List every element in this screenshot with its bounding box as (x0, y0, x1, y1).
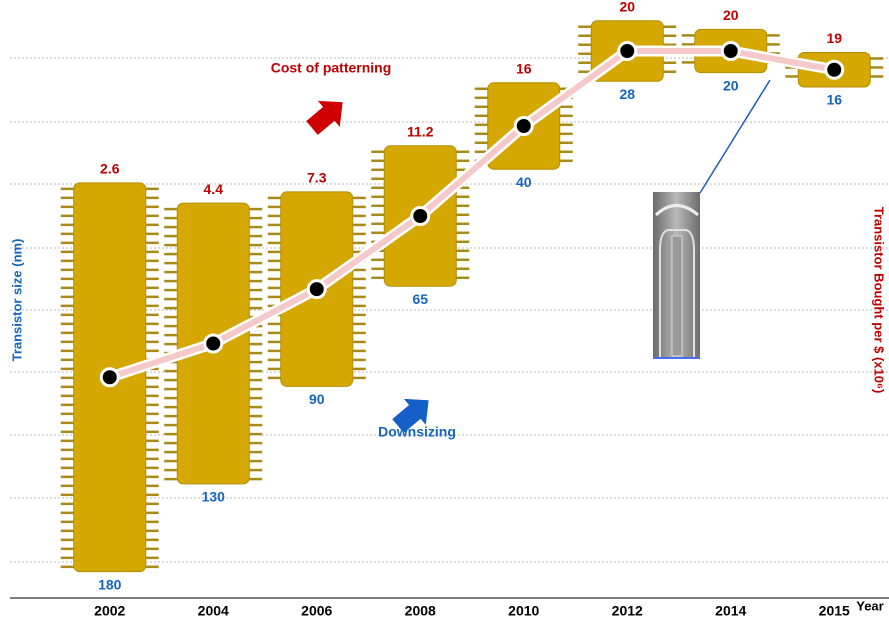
value-label: 20 (723, 77, 739, 93)
x-tick-label: 2012 (612, 603, 643, 619)
value-label: 7.3 (307, 170, 327, 186)
y2-axis-title: Transistor Bought per $ (x10⁶) (872, 207, 887, 394)
value-label: 180 (98, 576, 122, 592)
value-label: 19 (826, 30, 842, 46)
x-tick-label: 2008 (405, 603, 436, 619)
chips (61, 21, 884, 572)
annotation: Cost of patterning (271, 60, 392, 76)
value-label: 2.6 (100, 161, 120, 177)
value-label: 65 (412, 291, 428, 307)
x-tick-label: 2015 (819, 603, 850, 619)
point (722, 43, 739, 60)
point (101, 369, 118, 386)
point (515, 118, 532, 135)
x-axis-title: Year (856, 598, 883, 613)
value-label: 11.2 (407, 124, 434, 140)
value-label: 16 (516, 61, 532, 77)
x-tick-label: 2004 (198, 603, 229, 619)
point (205, 335, 222, 352)
y-axis-title: Transistor size (nm) (9, 239, 24, 362)
x-tick-label: 2014 (715, 603, 746, 619)
value-label: 130 (202, 489, 226, 505)
x-tick-label: 2002 (94, 603, 125, 619)
chart: Cost of patterning Downsizing Year Trans… (0, 0, 889, 624)
point (308, 281, 325, 298)
x-tick-label: 2006 (301, 603, 332, 619)
value-label: 4.4 (204, 181, 224, 197)
point (619, 43, 636, 60)
value-label: 20 (619, 0, 635, 14)
x-tick-label: 2010 (508, 603, 539, 619)
annotation: Downsizing (378, 424, 456, 440)
point (826, 61, 843, 78)
value-label: 28 (619, 86, 635, 102)
value-label: 40 (516, 174, 532, 190)
value-label: 90 (309, 391, 325, 407)
value-label: 20 (723, 7, 739, 23)
value-label: 16 (826, 92, 842, 108)
point (412, 208, 429, 225)
